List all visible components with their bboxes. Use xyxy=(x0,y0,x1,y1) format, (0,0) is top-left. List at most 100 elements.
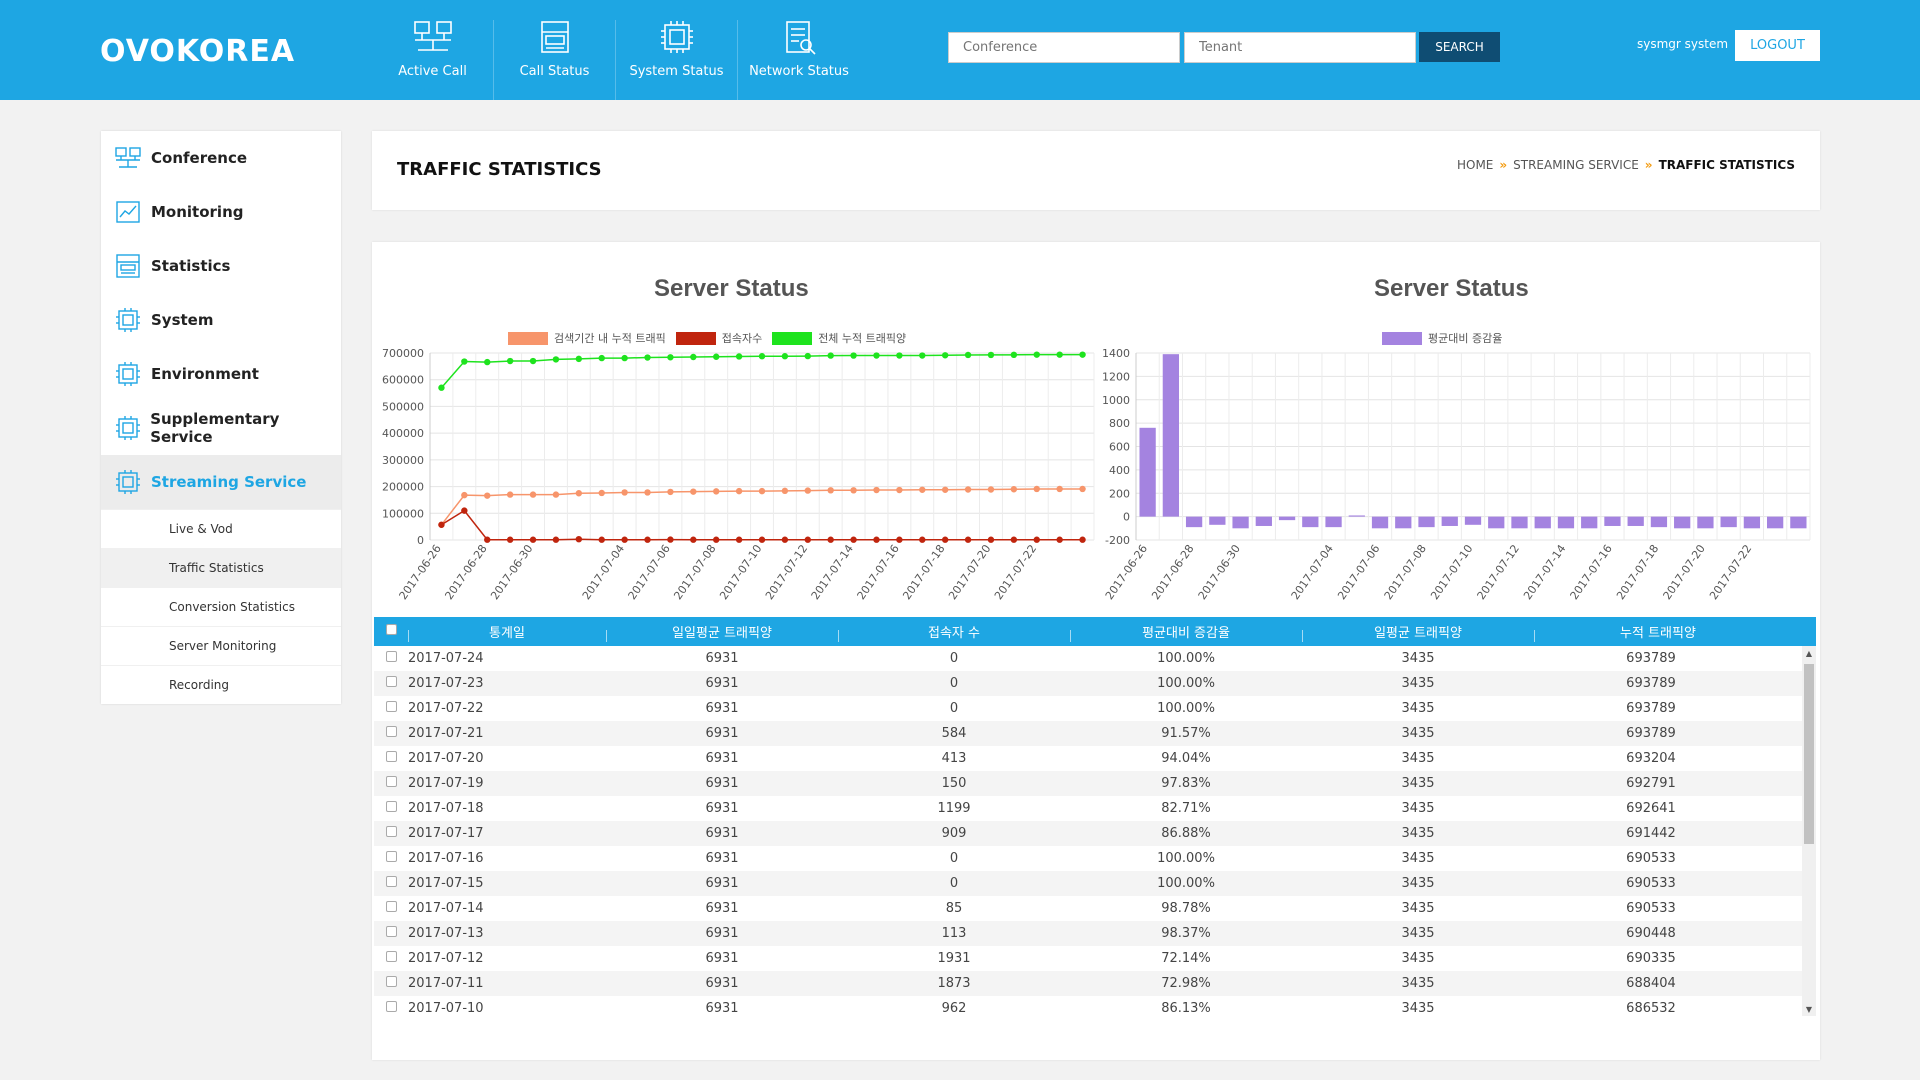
table-row[interactable]: 2017-07-12 6931 1931 72.14% 3435 690335 xyxy=(374,946,1816,971)
x-tick-label: 2017-06-26 xyxy=(397,542,444,602)
monitoring-icon xyxy=(115,200,141,224)
row-checkbox[interactable] xyxy=(385,701,397,712)
logout-button[interactable]: LOGOUT xyxy=(1735,30,1820,61)
nav-call-status[interactable]: Call Status xyxy=(494,20,616,100)
tenant-input[interactable] xyxy=(1199,40,1401,55)
column-header-connections[interactable]: 접속자 수 xyxy=(838,622,1070,642)
column-header-date[interactable]: 통계일 xyxy=(408,622,606,642)
data-point xyxy=(644,489,651,496)
cell-daily-avg-traffic: 6931 xyxy=(705,801,739,816)
row-checkbox[interactable] xyxy=(385,1001,397,1012)
sidebar-subitem-traffic-statistics[interactable]: Traffic Statistics xyxy=(101,548,341,587)
breadcrumb-streaming-service[interactable]: STREAMING SERVICE xyxy=(1513,158,1639,172)
conference-input[interactable] xyxy=(963,40,1165,55)
row-checkbox[interactable] xyxy=(385,926,397,937)
cell-daily-avg-traffic: 6931 xyxy=(705,926,739,941)
nav-system-status[interactable]: System Status xyxy=(616,20,738,100)
cell-change-rate: 97.83% xyxy=(1161,776,1211,791)
row-checkbox[interactable] xyxy=(385,651,397,662)
sidebar-item-statistics[interactable]: Statistics xyxy=(101,239,341,293)
table-row[interactable]: 2017-07-19 6931 150 97.83% 3435 692791 xyxy=(374,771,1816,796)
table-row[interactable]: 2017-07-20 6931 413 94.04% 3435 693204 xyxy=(374,746,1816,771)
row-checkbox[interactable] xyxy=(385,851,397,862)
table-row[interactable]: 2017-07-21 6931 584 91.57% 3435 693789 xyxy=(374,721,1816,746)
scroll-down-icon[interactable]: ▼ xyxy=(1805,1004,1813,1014)
table-row[interactable]: 2017-07-24 6931 0 100.00% 3435 693789 xyxy=(374,646,1816,671)
sidebar-item-supplementary-service[interactable]: Supplementary Service xyxy=(101,401,341,455)
row-checkbox[interactable] xyxy=(385,826,397,837)
table-row[interactable]: 2017-07-23 6931 0 100.00% 3435 693789 xyxy=(374,671,1816,696)
bar xyxy=(1371,516,1389,529)
legend-item[interactable]: 접속자수 xyxy=(675,330,762,346)
chip-icon xyxy=(115,416,140,440)
sidebar-subitem-recording[interactable]: Recording xyxy=(101,665,341,704)
sidebar-item-streaming-service[interactable]: Streaming Service xyxy=(101,455,341,509)
sidebar-item-system[interactable]: System xyxy=(101,293,341,347)
data-point xyxy=(552,491,560,498)
cell-cumulative-traffic: 693204 xyxy=(1626,751,1676,766)
legend-item[interactable]: 평균대비 증감율 xyxy=(1382,330,1502,346)
row-checkbox[interactable] xyxy=(385,801,397,812)
search-button[interactable]: SEARCH xyxy=(1419,32,1500,62)
table-row[interactable]: 2017-07-15 6931 0 100.00% 3435 690533 xyxy=(374,871,1816,896)
table-row[interactable]: 2017-07-17 6931 909 86.88% 3435 691442 xyxy=(374,821,1816,846)
cell-change-rate: 100.00% xyxy=(1157,701,1215,716)
sidebar-item-monitoring[interactable]: Monitoring xyxy=(101,185,341,239)
row-checkbox[interactable] xyxy=(385,951,397,962)
table-row[interactable]: 2017-07-18 6931 1199 82.71% 3435 692641 xyxy=(374,796,1816,821)
row-checkbox[interactable] xyxy=(385,976,397,987)
sidebar-subitem-server-monitoring[interactable]: Server Monitoring xyxy=(101,626,341,665)
column-header-daily-avg-traffic[interactable]: 일일평균 트래픽양 xyxy=(606,622,838,642)
cell-change-rate: 100.00% xyxy=(1157,851,1215,866)
column-header-cumulative-traffic[interactable]: 누적 트래픽양 xyxy=(1534,622,1782,642)
column-header-per-day-traffic[interactable]: 일평균 트래픽양 xyxy=(1302,622,1534,642)
x-tick-label: 2017-07-20 xyxy=(946,542,993,602)
column-header-change-rate[interactable]: 평균대비 증감율 xyxy=(1070,622,1302,642)
sidebar: Conference Monitoring Statistics System … xyxy=(101,131,341,704)
cell-per-day-traffic: 3435 xyxy=(1401,951,1435,966)
breadcrumb-home[interactable]: HOME xyxy=(1456,158,1494,172)
table-row[interactable]: 2017-07-10 6931 962 86.13% 3435 686532 xyxy=(374,996,1816,1016)
bar-chart-legend: 평균대비 증감율 xyxy=(1382,330,1512,346)
table-row[interactable]: 2017-07-22 6931 0 100.00% 3435 693789 xyxy=(374,696,1816,721)
x-tick-label: 2017-06-28 xyxy=(442,542,489,602)
sidebar-item-environment[interactable]: Environment xyxy=(101,347,341,401)
cell-per-day-traffic: 3435 xyxy=(1401,876,1435,891)
row-select-cell xyxy=(374,776,408,791)
row-checkbox[interactable] xyxy=(385,751,397,762)
row-checkbox[interactable] xyxy=(385,726,397,737)
series-line xyxy=(440,488,1083,526)
nav-active-call[interactable]: Active Call xyxy=(372,20,494,100)
cell-daily-avg-traffic: 6931 xyxy=(705,901,739,916)
x-tick-label: 2017-07-22 xyxy=(992,542,1039,602)
data-point xyxy=(941,536,949,543)
x-tick-label: 2017-07-16 xyxy=(855,542,902,602)
table-row[interactable]: 2017-07-13 6931 113 98.37% 3435 690448 xyxy=(374,921,1816,946)
cell-change-rate: 100.00% xyxy=(1157,676,1215,691)
select-all-checkbox[interactable] xyxy=(385,624,397,635)
tenant-search-field[interactable] xyxy=(1184,32,1416,63)
nav-network-status[interactable]: Network Status xyxy=(738,20,860,100)
legend-item[interactable]: 전체 누적 트래픽양 xyxy=(772,330,906,346)
sidebar-subitem-conversion-statistics[interactable]: Conversion Statistics xyxy=(101,587,341,626)
row-checkbox[interactable] xyxy=(385,901,397,912)
table-scrollbar[interactable]: ▲ ▼ xyxy=(1802,646,1816,1016)
sidebar-item-conference[interactable]: Conference xyxy=(101,131,341,185)
row-checkbox[interactable] xyxy=(385,876,397,887)
scroll-thumb[interactable] xyxy=(1804,664,1814,844)
row-checkbox[interactable] xyxy=(385,676,397,687)
table-row[interactable]: 2017-07-14 6931 85 98.78% 3435 690533 xyxy=(374,896,1816,921)
top-header: OVOKOREA Active Call Call Status xyxy=(0,0,1920,100)
scroll-up-icon[interactable]: ▲ xyxy=(1805,648,1813,658)
sidebar-subitem-live-vod[interactable]: Live & Vod xyxy=(101,509,341,548)
legend-item[interactable]: 검색기간 내 누적 트래픽 xyxy=(508,330,666,346)
breadcrumb: HOME » STREAMING SERVICE » TRAFFIC STATI… xyxy=(1457,158,1795,172)
table-row[interactable]: 2017-07-11 6931 1873 72.98% 3435 688404 xyxy=(374,971,1816,996)
x-tick-label: 2017-07-08 xyxy=(1382,542,1429,602)
conference-search-field[interactable] xyxy=(948,32,1180,63)
data-point xyxy=(987,486,995,493)
row-checkbox[interactable] xyxy=(385,776,397,787)
logo[interactable]: OVOKOREA xyxy=(100,34,296,69)
table-row[interactable]: 2017-07-16 6931 0 100.00% 3435 690533 xyxy=(374,846,1816,871)
cell-cumulative-traffic: 693789 xyxy=(1626,651,1676,666)
